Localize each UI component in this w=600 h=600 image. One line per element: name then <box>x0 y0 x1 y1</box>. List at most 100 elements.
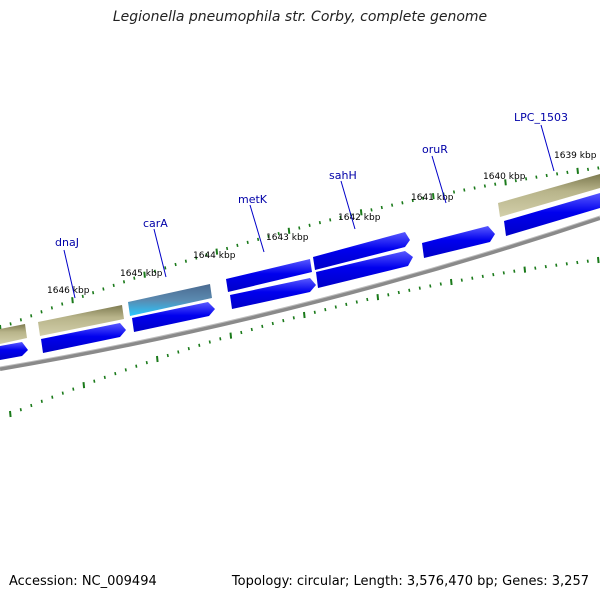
kbp-label-1645: 1645 kbp <box>120 269 163 279</box>
outer-ring-tick <box>483 184 486 188</box>
forward-strand-genes <box>0 174 600 344</box>
inner-ring-tick <box>240 330 243 335</box>
outer-ring-tick <box>19 318 22 322</box>
outer-ring-tick <box>195 256 198 260</box>
outer-ring-tick <box>122 280 126 284</box>
gene-label-cara[interactable]: carA <box>143 217 168 230</box>
inner-ring-tick <box>387 293 390 297</box>
gene-feature-left-upper[interactable] <box>0 324 27 344</box>
gene-feature-cara-upper[interactable] <box>128 284 212 316</box>
gene-feature-dnaj-lower[interactable] <box>41 323 126 353</box>
outer-ring-tick <box>30 314 33 318</box>
inner-ring-tick <box>313 310 316 314</box>
gene-feature-dnaj-upper[interactable] <box>38 305 124 336</box>
outer-ring-tick <box>329 218 332 222</box>
outer-ring-tick <box>411 198 414 203</box>
outer-ring-tick <box>421 196 425 200</box>
gene-label-sahh[interactable]: sahH <box>329 169 357 182</box>
outer-ring-tick <box>432 193 435 200</box>
outer-ring-tick <box>370 208 373 212</box>
gene-labels: LPC_1503 oruR sahH metK carA dnaJ <box>55 111 568 249</box>
gene-feature-cara-lower[interactable] <box>132 302 215 332</box>
gene-label-orur[interactable]: oruR <box>422 143 448 156</box>
inner-ring-tick <box>187 346 190 351</box>
outer-ring-tick <box>287 227 291 234</box>
outer-ring-tick <box>359 209 363 216</box>
inner-ring-tick <box>597 256 600 264</box>
outer-ring-tick <box>236 243 239 248</box>
inner-ring-tick <box>534 266 537 270</box>
inner-ring-tick <box>366 297 369 302</box>
gene-feature-orur-upper[interactable] <box>422 226 495 258</box>
outer-ring-tick <box>318 220 321 225</box>
gene-label-lpc1503[interactable]: LPC_1503 <box>514 111 568 124</box>
outer-ring-tick <box>452 190 456 194</box>
inner-ring-tick <box>429 284 432 288</box>
kbp-label-1643: 1643 kbp <box>266 233 309 243</box>
gene-label-dnaj[interactable]: dnaJ <box>55 236 79 249</box>
kbp-label-1641: 1641 kbp <box>411 193 454 203</box>
inner-ring-tick <box>355 300 358 304</box>
outer-ring-tick <box>545 173 548 178</box>
callout-line-cara <box>153 228 167 278</box>
outer-ring-tick <box>102 287 105 291</box>
gene-callouts <box>63 124 555 299</box>
gene-feature-lpc1503-upper[interactable] <box>498 174 600 217</box>
kbp-label-1639: 1639 kbp <box>554 151 597 161</box>
inner-ring-tick <box>166 353 169 358</box>
outer-tick-ring <box>0 166 600 332</box>
inner-tick-ring <box>9 256 600 418</box>
inner-ring-tick <box>492 272 495 277</box>
outer-ring-tick <box>308 223 311 227</box>
gene-label-metk[interactable]: metK <box>238 193 268 206</box>
outer-ring-tick <box>586 167 590 172</box>
inner-ring-tick <box>219 337 222 341</box>
inner-ring-tick <box>229 332 233 339</box>
inner-ring-tick <box>103 375 106 380</box>
gene-feature-metk-upper[interactable] <box>226 259 312 292</box>
inner-ring-tick <box>555 263 558 267</box>
outer-ring-tick <box>50 306 53 310</box>
outer-ring-tick <box>226 246 229 251</box>
gene-feature-left-lower[interactable] <box>0 342 28 360</box>
genome-backbone <box>0 216 600 371</box>
outer-ring-tick <box>81 294 84 299</box>
second-strand-genes <box>0 193 600 360</box>
inner-ring-tick <box>345 302 348 307</box>
inner-ring-tick <box>198 343 201 347</box>
inner-ring-tick <box>30 403 33 408</box>
inner-ring-tick <box>460 278 463 282</box>
inner-ring-tick <box>576 260 579 265</box>
inner-ring-tick <box>397 290 400 295</box>
inner-ring-tick <box>135 364 138 368</box>
gene-feature-sahh-upper[interactable] <box>313 232 410 270</box>
gene-feature-lpc1503-lower[interactable] <box>504 193 600 236</box>
inner-ring-tick <box>250 327 253 332</box>
outer-ring-tick <box>143 271 146 278</box>
inner-ring-tick <box>324 307 327 312</box>
inner-ring-tick <box>145 360 148 365</box>
outer-ring-tick <box>40 310 43 314</box>
inner-ring-tick <box>334 305 337 309</box>
outer-ring-tick <box>71 297 74 304</box>
inner-ring-tick <box>544 264 547 269</box>
outer-ring-tick <box>566 170 569 175</box>
outer-ring-tick <box>133 276 136 280</box>
callout-line-lpc1503 <box>540 124 555 172</box>
outer-ring-tick <box>246 240 249 245</box>
outer-ring-tick <box>339 215 342 219</box>
inner-ring-tick <box>303 311 306 319</box>
inner-ring-tick <box>481 274 484 279</box>
outer-ring-tick <box>391 203 394 207</box>
outer-ring-tick <box>92 291 95 295</box>
inner-ring-tick <box>376 294 380 301</box>
gene-feature-sahh-lower[interactable] <box>316 251 413 288</box>
inner-ring-tick <box>523 266 527 273</box>
outer-ring-tick <box>215 248 219 255</box>
inner-ring-tick <box>513 269 516 273</box>
inner-ring-tick <box>40 399 43 403</box>
gene-feature-metk-lower[interactable] <box>230 278 316 309</box>
outer-ring-tick <box>9 322 12 326</box>
